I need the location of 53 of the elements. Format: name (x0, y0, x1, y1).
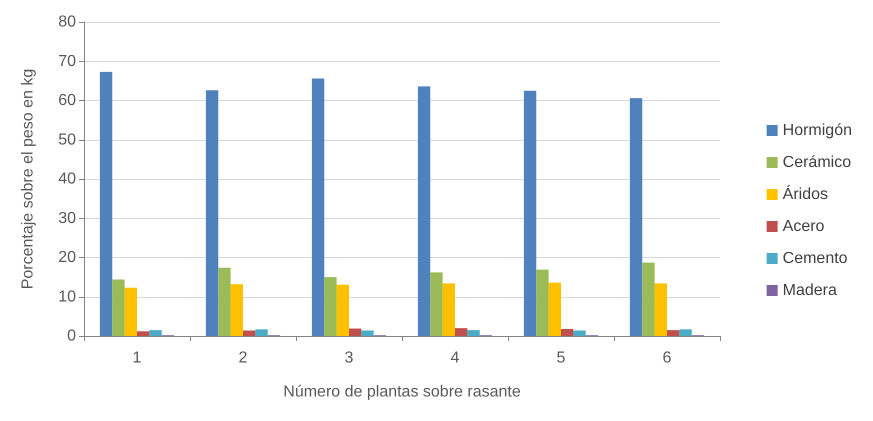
bar (642, 262, 655, 336)
bar (324, 277, 337, 336)
x-tick-label: 3 (344, 350, 354, 366)
bar (149, 330, 162, 336)
bar (336, 284, 349, 336)
bar (667, 330, 680, 336)
bar (630, 98, 642, 336)
y-tick-label: 60 (58, 92, 76, 109)
bar (561, 328, 574, 336)
bar (548, 282, 561, 336)
legend-label: Acero (782, 218, 825, 235)
bar (230, 284, 243, 336)
bar (137, 331, 150, 336)
legend-label: Hormigón (782, 122, 852, 139)
y-tick-label: 80 (58, 14, 76, 30)
bar (361, 330, 374, 336)
bar (243, 330, 256, 336)
bar (100, 72, 112, 336)
bar (654, 283, 667, 336)
x-tick-label: 4 (450, 350, 460, 366)
bar (430, 272, 443, 336)
bar (467, 330, 480, 336)
y-tick-label: 70 (58, 52, 76, 70)
bar (455, 328, 468, 336)
bar (206, 90, 218, 336)
bar (255, 329, 268, 336)
x-tick-label: 1 (132, 350, 142, 366)
y-tick-label: 40 (58, 170, 76, 188)
bar (442, 283, 455, 336)
bar (349, 328, 362, 336)
legend-label: Áridos (782, 185, 828, 203)
bar (524, 90, 536, 336)
bar (418, 86, 430, 336)
bar (112, 279, 125, 336)
y-tick-label: 30 (58, 210, 76, 227)
legend-label: Cemento (782, 250, 848, 267)
bar (536, 270, 549, 336)
y-tick-label: 0 (67, 328, 76, 344)
legend-label: Madera (782, 282, 837, 299)
bar (573, 330, 586, 336)
legend-label: Cerámico (782, 154, 852, 171)
bar (679, 329, 692, 336)
bar (312, 78, 324, 336)
bar (218, 268, 231, 336)
x-tick-label: 5 (556, 350, 566, 366)
x-axis-title: Número de plantas sobre rasante (283, 384, 521, 400)
bar (124, 288, 137, 336)
y-axis-title: Porcentaje sobre el peso en kg (20, 68, 36, 290)
x-tick-label: 6 (662, 350, 672, 366)
x-tick-label: 2 (238, 350, 248, 366)
y-tick-label: 20 (58, 249, 76, 266)
y-tick-label: 50 (58, 131, 76, 148)
y-tick-label: 10 (58, 288, 76, 306)
